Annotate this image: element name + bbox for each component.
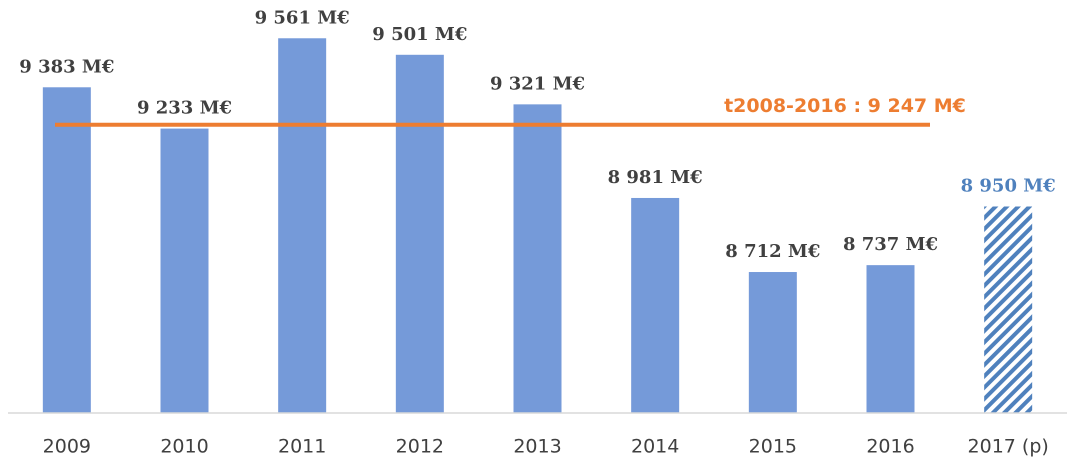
- x-tick-label: 2012: [396, 436, 444, 458]
- x-tick-label: 2014: [631, 436, 679, 458]
- bar: [278, 38, 327, 413]
- bar: [748, 272, 797, 413]
- value-label: 9 383 M€: [19, 56, 114, 77]
- bar: [160, 128, 209, 413]
- x-tick-label: 2011: [278, 436, 326, 458]
- value-label: 8 737 M€: [843, 234, 938, 255]
- value-label: 9 501 M€: [372, 24, 467, 45]
- value-label: 8 981 M€: [608, 167, 703, 188]
- bar: [395, 54, 444, 414]
- x-tick-label: 2010: [160, 436, 208, 458]
- x-tick-label: 2017 (p): [968, 436, 1049, 458]
- reference-label: t2008-2016 : 9 247 M€: [724, 95, 966, 117]
- bar: [513, 104, 562, 414]
- value-label: 9 321 M€: [490, 73, 585, 94]
- value-label: 9 561 M€: [255, 7, 350, 28]
- x-tick-label: 2013: [513, 436, 561, 458]
- x-tick-label: 2015: [749, 436, 797, 458]
- x-tick-label: 2016: [866, 436, 914, 458]
- value-label: 9 233 M€: [137, 98, 232, 119]
- bar: [866, 265, 915, 413]
- bar: [984, 206, 1033, 413]
- value-label: 8 712 M€: [725, 241, 820, 262]
- bar: [631, 197, 680, 413]
- value-label: 8 950 M€: [961, 176, 1056, 197]
- bar: [42, 87, 91, 413]
- x-tick-label: 2009: [43, 436, 91, 458]
